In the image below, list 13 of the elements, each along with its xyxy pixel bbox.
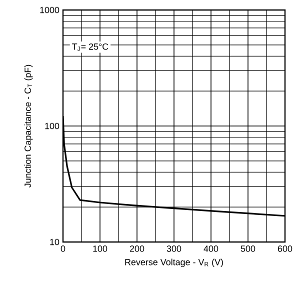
x-tick-label: 600: [278, 246, 292, 252]
y-tick-label: 10: [50, 238, 60, 246]
x-tick-label: 200: [130, 246, 144, 252]
x-tick-label: 500: [240, 246, 256, 252]
x-axis-title: Reverse Voltage - V$_{R}$ (V): [125, 258, 223, 268]
y-axis-title: Junction Capacitance - C$_{T}$ (pF): [24, 64, 33, 188]
y-tick-label: 1000: [40, 6, 60, 14]
x-tick-label: 400: [204, 246, 218, 252]
x-tick-label: 100: [93, 246, 108, 252]
y-tick-label: 100: [45, 122, 60, 130]
annotation: T$_{J}$= 25°C: [72, 43, 108, 51]
x-tick-label: 300: [166, 246, 182, 252]
x-tick-label: 0: [60, 246, 66, 252]
